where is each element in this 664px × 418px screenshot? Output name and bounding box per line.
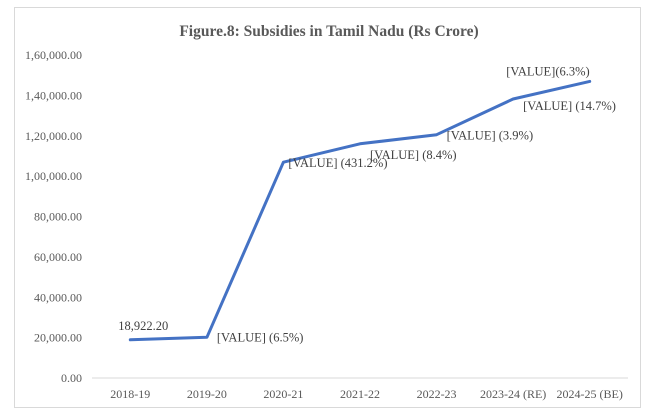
y-tick-label: 1,60,000.00 bbox=[25, 48, 82, 62]
data-label: [VALUE](6.3%) bbox=[506, 64, 589, 78]
y-tick-label: 1,40,000.00 bbox=[25, 88, 82, 102]
y-tick-label: 20,000.00 bbox=[34, 331, 82, 345]
series-line-subsidies bbox=[128, 79, 592, 342]
data-label: [VALUE] (6.5%) bbox=[217, 330, 304, 344]
data-label: [VALUE] (3.9%) bbox=[447, 129, 534, 143]
y-tick-label: 60,000.00 bbox=[34, 250, 82, 264]
chart-frame bbox=[14, 7, 641, 408]
x-tick-label: 2021-22 bbox=[340, 387, 380, 401]
x-tick-label: 2019-20 bbox=[187, 387, 227, 401]
x-axis-ticks: 2018-19 2019-20 2020-21 2021-22 2022-23 2023-… bbox=[110, 387, 623, 401]
data-label: 18,922.20 bbox=[118, 319, 168, 333]
y-tick-label: 1,00,000.00 bbox=[25, 169, 82, 183]
y-tick-label: 1,20,000.00 bbox=[25, 129, 82, 143]
y-tick-label: 0.00 bbox=[61, 371, 82, 385]
y-axis-ticks: 0.00 20,000.00 40,000.00 60,000.00 80,000.00… bbox=[25, 48, 82, 385]
x-tick-label: 2018-19 bbox=[110, 387, 150, 401]
chart-title: Figure.8: Subsidies in Tamil Nadu (Rs Cr… bbox=[179, 23, 478, 40]
x-tick-label: 2023-24 (RE) bbox=[480, 387, 546, 401]
y-tick-label: 40,000.00 bbox=[34, 290, 82, 304]
data-labels: 18,922.20[VALUE] (6.5%)[VALUE] (431.2%)[… bbox=[118, 64, 616, 344]
x-tick-label: 2020-21 bbox=[263, 387, 303, 401]
x-tick-label: 2022-23 bbox=[417, 387, 457, 401]
y-tick-label: 80,000.00 bbox=[34, 210, 82, 224]
x-tick-label: 2024-25 (BE) bbox=[557, 387, 623, 401]
data-label: [VALUE] (431.2%) bbox=[288, 156, 387, 170]
data-label: [VALUE] (14.7%) bbox=[523, 99, 616, 113]
data-label: [VALUE] (8.4%) bbox=[370, 148, 457, 162]
